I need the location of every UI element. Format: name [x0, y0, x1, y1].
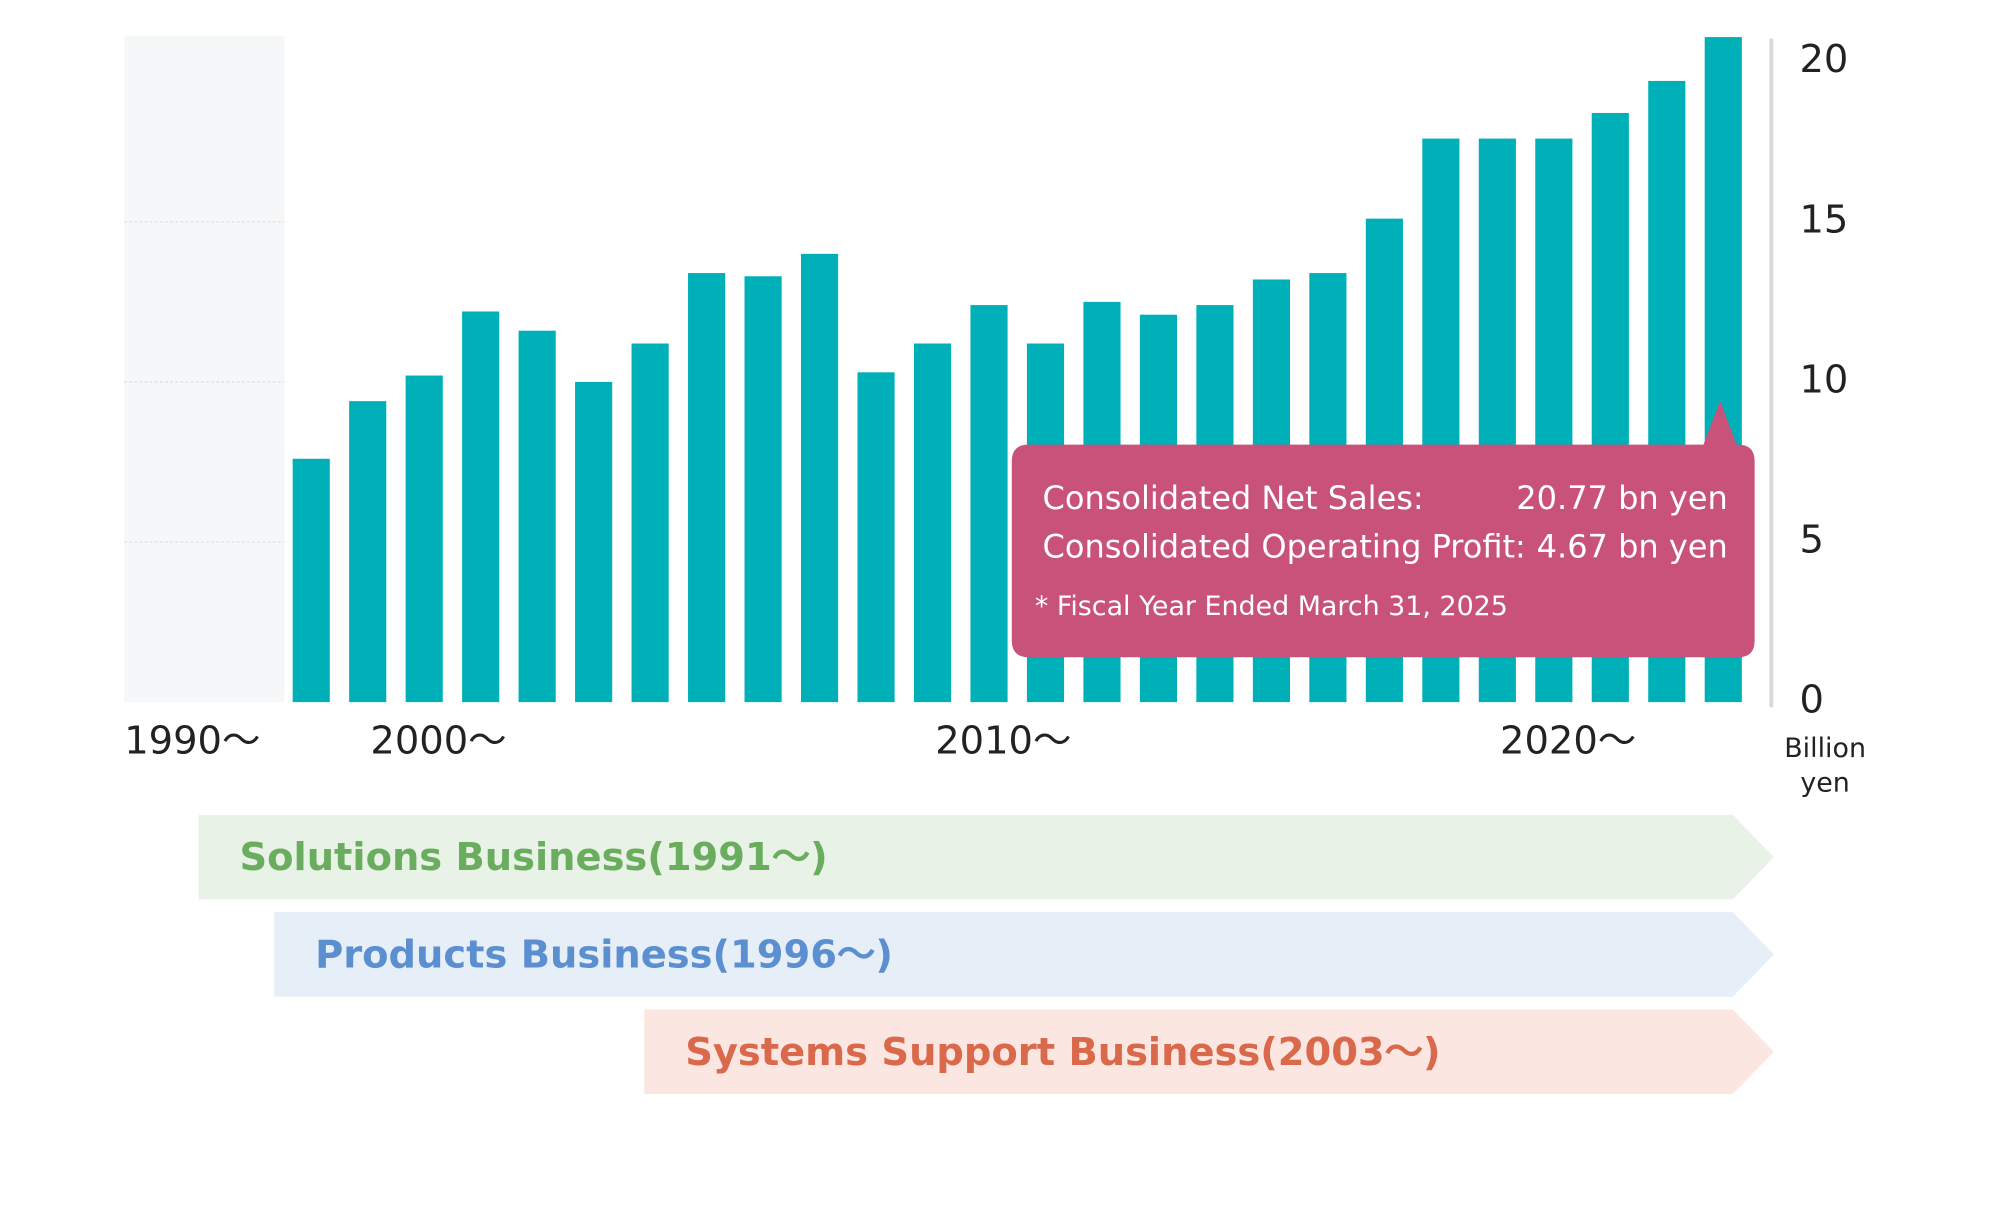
- bar: [857, 372, 895, 703]
- business-arrow: [198, 814, 1774, 900]
- y-tick-label: 10: [1799, 357, 1848, 402]
- x-tick-label: 2010～: [935, 719, 1071, 764]
- bar: [292, 458, 330, 703]
- pre-period-band: [124, 36, 285, 703]
- bar: [631, 343, 669, 703]
- callout-value: 20.77 bn yen: [1516, 479, 1727, 517]
- x-tick-label: 2020～: [1500, 719, 1636, 764]
- callout-note: * Fiscal Year Ended March 31, 2025: [1035, 591, 1508, 622]
- bar: [744, 276, 782, 703]
- business-arrow: [274, 912, 1774, 997]
- business-label: Solutions Business(1991～): [240, 835, 828, 880]
- callout-label: Consolidated Operating Profit:: [1043, 527, 1526, 565]
- business-arrow: [644, 1009, 1774, 1095]
- y-unit-label: yen: [1800, 768, 1849, 799]
- bar: [913, 343, 952, 703]
- bar: [405, 375, 443, 703]
- callout-value: 4.67 bn yen: [1537, 527, 1728, 565]
- business-label: Products Business(1996～): [315, 932, 893, 977]
- y-tick-label: 0: [1799, 678, 1823, 723]
- callout-label: Consolidated Net Sales:: [1043, 479, 1424, 517]
- bar: [800, 253, 839, 703]
- bar: [349, 401, 387, 703]
- y-tick-label: 20: [1799, 37, 1848, 82]
- bar: [970, 305, 1008, 703]
- bar: [575, 381, 613, 703]
- bar: [518, 330, 556, 703]
- bar: [462, 311, 500, 703]
- bar: [688, 273, 726, 703]
- business-label: Systems Support Business(2003～): [685, 1030, 1440, 1075]
- period-label: 1990～: [124, 719, 260, 764]
- y-unit-label: Billion: [1784, 733, 1866, 764]
- callout-box: [1011, 401, 1755, 658]
- y-tick-label: 5: [1799, 518, 1823, 563]
- x-tick-label: 2000～: [370, 719, 506, 764]
- y-tick-label: 15: [1799, 197, 1848, 242]
